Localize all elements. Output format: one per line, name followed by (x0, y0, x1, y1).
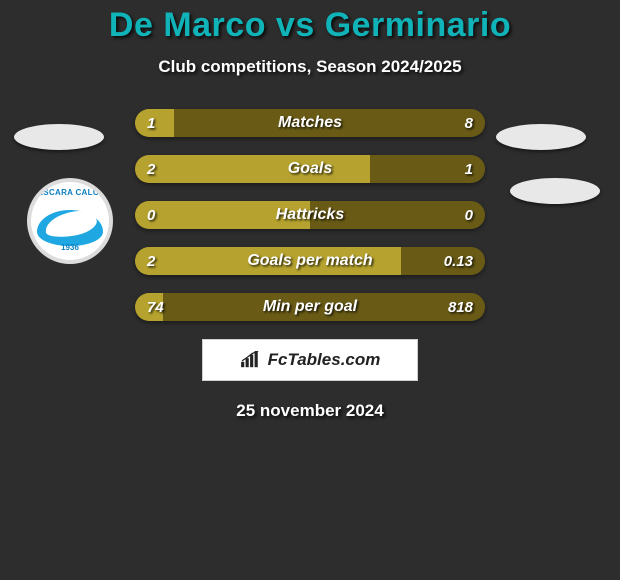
placeholder-ellipse (496, 124, 586, 150)
date-text: 25 november 2024 (0, 401, 620, 421)
barchart-icon (240, 351, 262, 369)
stat-value-left: 2 (147, 155, 155, 183)
bar-segment-left (135, 155, 370, 183)
player-right-name: Germinario (325, 6, 511, 44)
club-badge-year: 1936 (31, 243, 109, 252)
stat-value-right: 0 (465, 201, 473, 229)
stat-row: 20.13Goals per match (135, 247, 485, 275)
stat-value-left: 2 (147, 247, 155, 275)
club-badge-left: PESCARA CALCIO 1936 (27, 178, 113, 264)
bar-segment-right (310, 201, 485, 229)
subtitle: Club competitions, Season 2024/2025 (0, 57, 620, 77)
player-left-name: De Marco (109, 6, 266, 44)
placeholder-ellipse (510, 178, 600, 204)
stat-value-right: 8 (465, 109, 473, 137)
stat-value-left: 0 (147, 201, 155, 229)
stat-value-right: 0.13 (444, 247, 473, 275)
bar-segment-left (135, 247, 401, 275)
stat-value-right: 818 (448, 293, 473, 321)
vs-text: vs (276, 6, 315, 44)
stat-value-left: 74 (147, 293, 164, 321)
bar-segment-right (174, 109, 486, 137)
stats-list: 18Matches21Goals00Hattricks20.13Goals pe… (135, 109, 485, 321)
attribution-box[interactable]: FcTables.com (202, 339, 418, 381)
stat-value-left: 1 (147, 109, 155, 137)
page-title: De Marco vs Germinario (0, 6, 620, 45)
stat-value-right: 1 (465, 155, 473, 183)
placeholder-ellipse (14, 124, 104, 150)
stat-row: 18Matches (135, 109, 485, 137)
stat-row: 74818Min per goal (135, 293, 485, 321)
bar-segment-left (135, 201, 310, 229)
stat-row: 00Hattricks (135, 201, 485, 229)
club-badge-top-text: PESCARA CALCIO (31, 188, 109, 197)
attribution-text: FcTables.com (268, 350, 381, 370)
stat-row: 21Goals (135, 155, 485, 183)
bar-segment-right (163, 293, 485, 321)
